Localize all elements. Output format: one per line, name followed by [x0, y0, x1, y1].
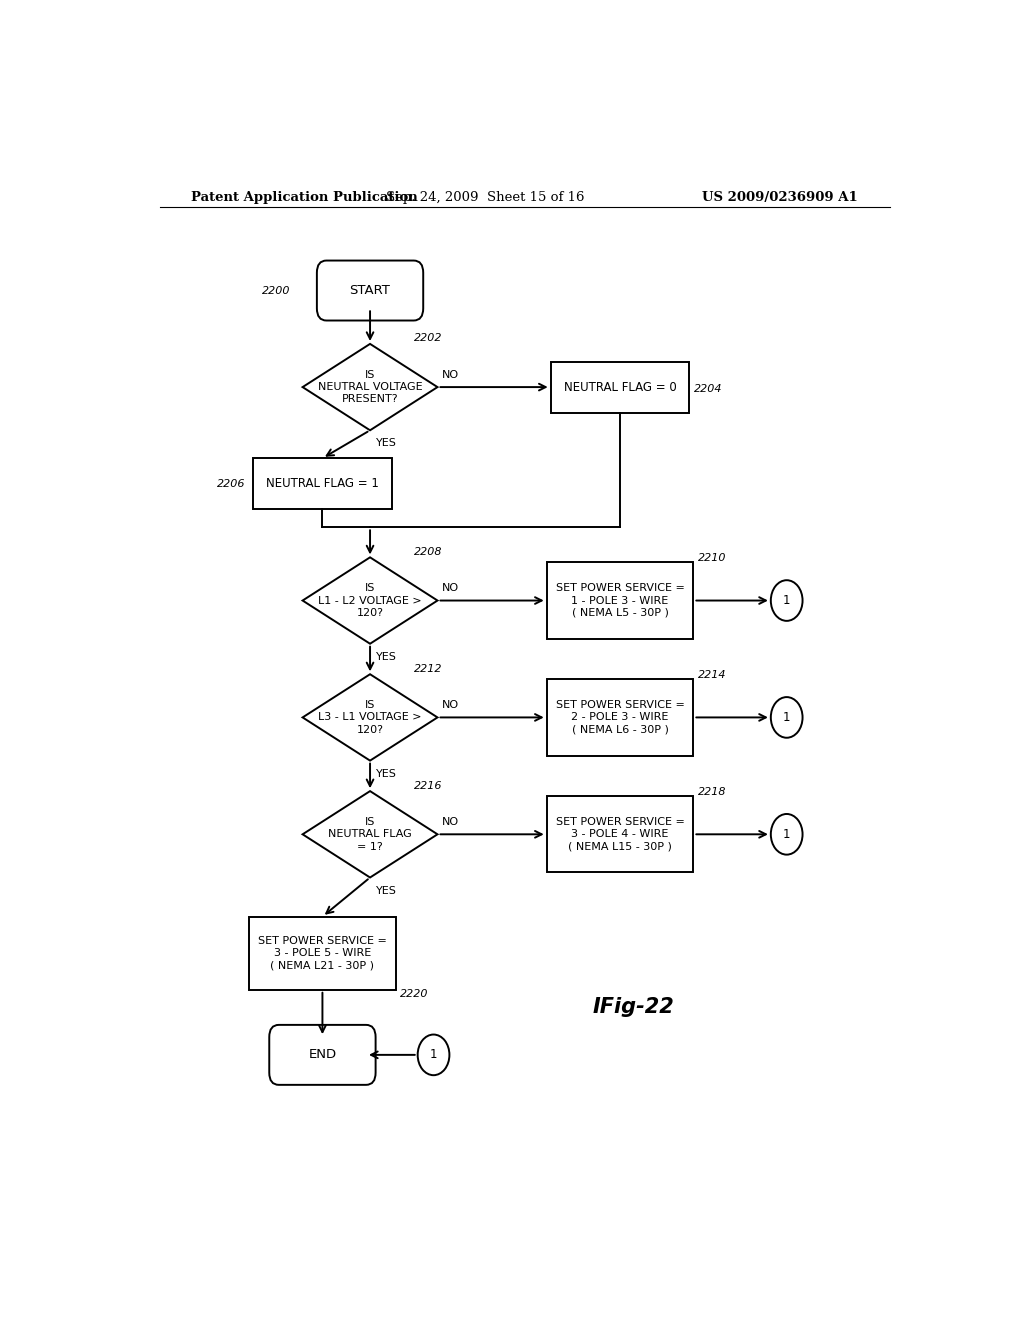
Text: Patent Application Publication: Patent Application Publication: [191, 190, 418, 203]
Text: NO: NO: [441, 370, 459, 380]
Text: IS
NEUTRAL FLAG
= 1?: IS NEUTRAL FLAG = 1?: [328, 817, 412, 851]
Text: SET POWER SERVICE =
3 - POLE 5 - WIRE
( NEMA L21 - 30P ): SET POWER SERVICE = 3 - POLE 5 - WIRE ( …: [258, 936, 387, 970]
Text: NO: NO: [441, 817, 459, 828]
Text: 2214: 2214: [697, 669, 726, 680]
Text: IS
L1 - L2 VOLTAGE >
120?: IS L1 - L2 VOLTAGE > 120?: [318, 583, 422, 618]
Text: 2212: 2212: [414, 664, 442, 673]
Text: 2204: 2204: [694, 384, 722, 395]
Text: 2218: 2218: [697, 787, 726, 796]
Text: SET POWER SERVICE =
1 - POLE 3 - WIRE
( NEMA L5 - 30P ): SET POWER SERVICE = 1 - POLE 3 - WIRE ( …: [556, 583, 684, 618]
Text: 1: 1: [783, 711, 791, 723]
Text: NO: NO: [441, 701, 459, 710]
Text: 2206: 2206: [217, 479, 246, 488]
Text: 2216: 2216: [414, 780, 442, 791]
Text: Sep. 24, 2009  Sheet 15 of 16: Sep. 24, 2009 Sheet 15 of 16: [386, 190, 585, 203]
Text: YES: YES: [377, 768, 397, 779]
Text: 2200: 2200: [262, 285, 291, 296]
Text: YES: YES: [377, 652, 397, 661]
Text: SET POWER SERVICE =
2 - POLE 3 - WIRE
( NEMA L6 - 30P ): SET POWER SERVICE = 2 - POLE 3 - WIRE ( …: [556, 700, 684, 735]
Text: SET POWER SERVICE =
3 - POLE 4 - WIRE
( NEMA L15 - 30P ): SET POWER SERVICE = 3 - POLE 4 - WIRE ( …: [556, 817, 684, 851]
Text: NO: NO: [441, 583, 459, 594]
Text: 1: 1: [783, 828, 791, 841]
Text: START: START: [349, 284, 390, 297]
Text: YES: YES: [377, 886, 397, 896]
Text: END: END: [308, 1048, 337, 1061]
Text: IS
NEUTRAL VOLTAGE
PRESENT?: IS NEUTRAL VOLTAGE PRESENT?: [317, 370, 422, 404]
Text: 2210: 2210: [697, 553, 726, 562]
Text: IS
L3 - L1 VOLTAGE >
120?: IS L3 - L1 VOLTAGE > 120?: [318, 700, 422, 735]
Text: 2220: 2220: [400, 989, 429, 999]
Text: IFig-22: IFig-22: [592, 997, 674, 1018]
Text: YES: YES: [377, 438, 397, 449]
Text: US 2009/0236909 A1: US 2009/0236909 A1: [702, 190, 858, 203]
Text: NEUTRAL FLAG = 1: NEUTRAL FLAG = 1: [266, 477, 379, 490]
Text: NEUTRAL FLAG = 0: NEUTRAL FLAG = 0: [563, 380, 677, 393]
Text: 1: 1: [783, 594, 791, 607]
Text: 1: 1: [430, 1048, 437, 1061]
Text: 2208: 2208: [414, 546, 442, 557]
Text: 2202: 2202: [414, 334, 442, 343]
